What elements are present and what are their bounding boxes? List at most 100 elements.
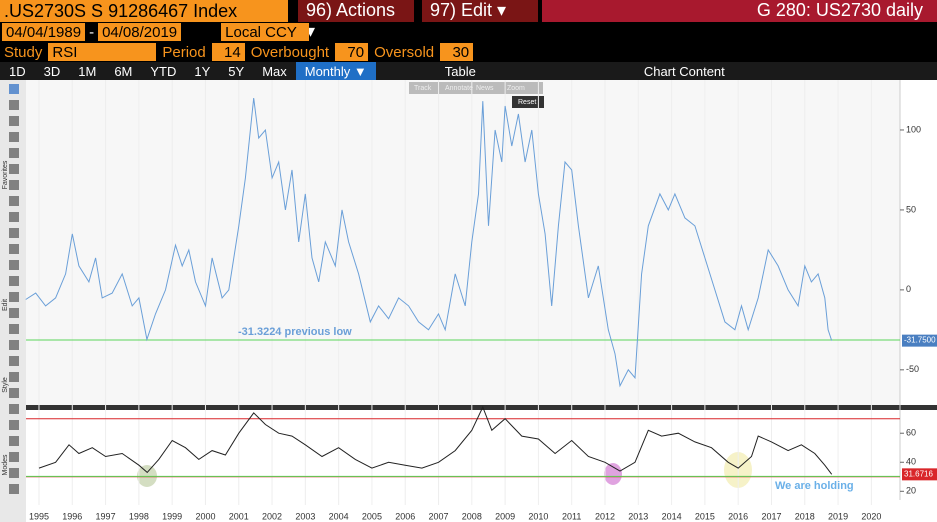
x-tick-label: 1995 bbox=[29, 511, 49, 521]
x-tick-label: 1999 bbox=[162, 511, 182, 521]
tooltip-item: Track bbox=[414, 85, 432, 92]
x-tick-label: 2001 bbox=[229, 511, 249, 521]
tool-icon bbox=[9, 420, 19, 430]
tool-icon bbox=[9, 388, 19, 398]
tooltip-item: Zoom bbox=[507, 85, 525, 92]
tooltip-item: Annotate bbox=[445, 85, 473, 92]
tool-icon bbox=[9, 180, 19, 190]
rsi-last-box bbox=[902, 468, 937, 481]
x-tick-label: 2008 bbox=[462, 511, 482, 521]
period-button[interactable]: 1D bbox=[9, 63, 26, 79]
x-tick-label: 2007 bbox=[429, 511, 449, 521]
tooltip bbox=[409, 82, 543, 94]
x-tick-label: 2020 bbox=[861, 511, 881, 521]
x-tick-label: 2018 bbox=[795, 511, 815, 521]
x-tick-label: 2004 bbox=[329, 511, 349, 521]
x-tick-label: 2016 bbox=[728, 511, 748, 521]
tool-icon bbox=[9, 228, 19, 238]
period-button[interactable]: Max bbox=[262, 63, 287, 79]
start-date[interactable]: 04/04/1989 bbox=[2, 23, 86, 41]
upper-panel bbox=[26, 80, 900, 405]
edit-menu[interactable]: 97) Edit ▾ bbox=[422, 0, 538, 22]
tool-icon bbox=[9, 100, 19, 110]
tool-icon bbox=[9, 164, 19, 174]
chart: 1995 1996 1997 1998 1999 2000 2001 2002 2003 2004… bbox=[0, 80, 937, 522]
y-tick-label: 100 bbox=[906, 124, 921, 134]
study-name[interactable]: RSI bbox=[48, 43, 157, 61]
tool-icon bbox=[9, 196, 19, 206]
x-tick-label: 1997 bbox=[96, 511, 116, 521]
annotation: We are holding bbox=[775, 480, 854, 492]
tool-icon bbox=[9, 276, 19, 286]
tooltip-item: Reset bbox=[518, 99, 536, 106]
overbought-label: Overbought bbox=[250, 43, 330, 61]
x-tick-label: 1998 bbox=[129, 511, 149, 521]
rsi-line bbox=[38, 405, 833, 475]
x-tick-label: 1996 bbox=[62, 511, 82, 521]
actions-menu[interactable]: 96) Actions ▾ bbox=[298, 0, 414, 41]
y-tick-label: 40 bbox=[906, 457, 916, 467]
rsi-last-label: 31.6716 bbox=[904, 469, 933, 478]
period[interactable]: 14 bbox=[211, 43, 245, 61]
period-button[interactable]: 6M bbox=[114, 63, 133, 79]
last-value-box bbox=[902, 334, 937, 347]
period-button[interactable]: 1M bbox=[78, 63, 97, 79]
tool-icon bbox=[9, 244, 19, 254]
tooltip-reset bbox=[512, 96, 544, 108]
sidebar-label: Edit bbox=[2, 299, 9, 311]
tool-icon bbox=[9, 308, 19, 318]
tooltip-item: News bbox=[476, 85, 494, 92]
currency[interactable]: Local CCY bbox=[221, 23, 310, 41]
y-tick-label: 50 bbox=[906, 204, 916, 214]
chart-content-button[interactable]: Chart Content bbox=[643, 63, 725, 79]
tool-icon bbox=[9, 372, 19, 382]
tool-icon bbox=[9, 340, 19, 350]
tool-icon bbox=[9, 132, 19, 142]
tool-icon bbox=[9, 148, 19, 158]
spread-line bbox=[25, 97, 833, 388]
ticker[interactable]: .US2730S S 91286467 Index bbox=[0, 0, 288, 22]
period-button[interactable]: 1Y bbox=[194, 63, 211, 79]
study-bar: Study RSI Period 14 Overbought 70 Overso… bbox=[0, 43, 937, 61]
oversold-label: Oversold bbox=[374, 43, 435, 61]
tool-icon bbox=[9, 292, 19, 302]
x-tick-label: 2014 bbox=[662, 511, 682, 521]
separator bbox=[26, 405, 937, 410]
x-tick-label: 2006 bbox=[395, 511, 415, 521]
oversold[interactable]: 30 bbox=[440, 43, 474, 61]
sidebar-label: Style bbox=[2, 377, 9, 393]
period-button[interactable]: 5Y bbox=[228, 63, 245, 79]
end-date[interactable]: 04/08/2019 bbox=[98, 23, 182, 41]
title-bar: .US2730S S 91286467 Index 96) Actions ▾ … bbox=[0, 0, 937, 41]
tool-icon bbox=[9, 356, 19, 366]
overbought[interactable]: 70 bbox=[335, 43, 369, 61]
x-tick-label: 2013 bbox=[628, 511, 648, 521]
table-button[interactable]: Table bbox=[444, 63, 476, 79]
period-button[interactable]: 3D bbox=[43, 63, 61, 79]
study-label: Study bbox=[4, 43, 43, 61]
tool-icon bbox=[9, 452, 19, 462]
tool-icon bbox=[9, 260, 19, 270]
tool-icon bbox=[9, 84, 19, 94]
x-tick-label: 2011 bbox=[562, 511, 581, 521]
toolbar: 1D 3D 1M 6M YTD 1Y 5Y Max Monthly ▼ Table Chart Co… bbox=[0, 62, 937, 80]
tool-icon bbox=[9, 484, 19, 494]
x-tick-label: 2009 bbox=[495, 511, 515, 521]
x-tick-label: 2000 bbox=[195, 511, 215, 521]
y-tick-label: 20 bbox=[906, 486, 916, 496]
x-tick-label: 2017 bbox=[761, 511, 781, 521]
x-tick-label: 2005 bbox=[362, 511, 382, 521]
x-tick-label: 2012 bbox=[595, 511, 615, 521]
y-tick-label: -50 bbox=[906, 364, 919, 374]
range-bar: 04/04/1989 - 04/08/2019 Local CCY bbox=[0, 23, 937, 41]
y-tick-label: 60 bbox=[906, 428, 916, 438]
period-button[interactable]: YTD bbox=[150, 63, 177, 79]
reference-label: -31.3224 previous low bbox=[238, 326, 352, 338]
x-tick-label: 2003 bbox=[295, 511, 315, 521]
tool-icon bbox=[9, 116, 19, 126]
frequency-button[interactable]: Monthly ▼ bbox=[295, 62, 376, 80]
sidebar-label: Modes bbox=[2, 454, 9, 476]
tool-icon bbox=[9, 468, 19, 478]
last-value-label: -31.7500 bbox=[904, 336, 936, 345]
